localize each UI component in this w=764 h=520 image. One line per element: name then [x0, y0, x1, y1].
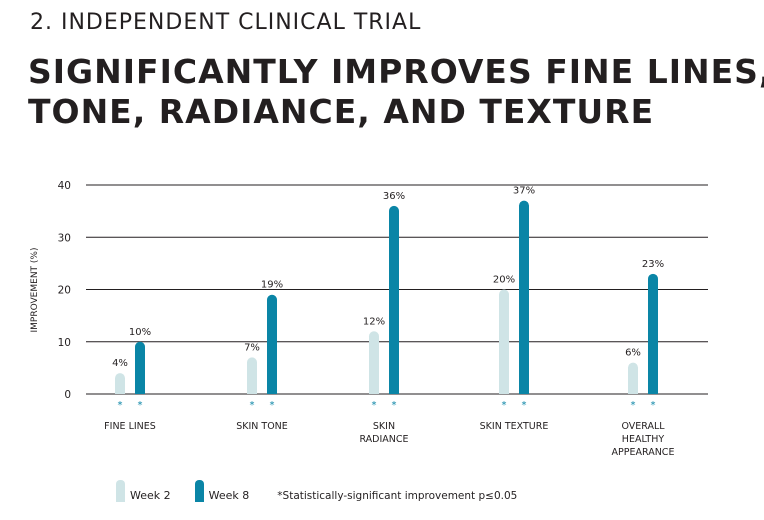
bar-week2-2: [369, 331, 379, 394]
y-tick-label-30: 30: [58, 232, 71, 244]
significance-asterisk-week2-4: *: [631, 400, 636, 411]
data-label-week2-0: 4%: [112, 358, 128, 369]
legend: Week 2 Week 8 *Statistically-significant…: [116, 478, 517, 502]
bar-week2-1: [247, 357, 257, 394]
y-axis-ticks: 0 10 20 30 40: [58, 180, 71, 401]
significance-asterisk-week8-2: *: [392, 400, 397, 411]
chart-subtitle: 2. INDEPENDENT CLINICAL TRIAL: [30, 10, 422, 35]
significance-asterisk-week8-1: *: [270, 400, 275, 411]
significance-asterisk-week2-0: *: [118, 400, 123, 411]
data-label-week2-3: 20%: [493, 275, 515, 286]
data-label-week2-1: 7%: [244, 342, 260, 353]
bars: [115, 200, 658, 394]
legend-swatch-week8: [194, 480, 204, 502]
chart-title-line-1: SIGNIFICANTLY IMPROVES FINE LINES,: [28, 52, 764, 91]
significance-asterisk-week8-0: *: [138, 400, 143, 411]
data-label-week8-3: 37%: [513, 186, 535, 197]
bar-week2-0: [115, 373, 125, 394]
data-label-week2-2: 12%: [363, 316, 385, 327]
significance-markers: * * * * * * * * * *: [118, 400, 656, 411]
y-axis-label: IMPROVEMENT (%): [30, 248, 40, 333]
y-tick-label-20: 20: [58, 285, 71, 297]
significance-footnote: *Statistically-significant improvement p…: [277, 490, 518, 502]
legend-label-week8: Week 8: [208, 489, 250, 502]
bar-week8-2: [389, 205, 399, 394]
category-label-4-line-2: APPEARANCE: [612, 447, 675, 458]
bar-week2-3: [499, 289, 509, 394]
legend-label-week2: Week 2: [130, 489, 171, 502]
significance-asterisk-week2-3: *: [502, 400, 507, 411]
category-label-1-line-0: SKIN TONE: [236, 421, 288, 432]
bar-week8-3: [519, 200, 529, 394]
bar-week8-4: [648, 273, 658, 394]
x-axis-category-labels: FINE LINES SKIN TONE SKIN RADIANCE SKIN TEXT…: [104, 421, 674, 458]
data-label-week8-1: 19%: [261, 280, 283, 291]
legend-item-week2: Week 2: [116, 480, 171, 502]
chart-title-line-2: TONE, RADIANCE, AND TEXTURE: [28, 92, 655, 131]
data-labels: 4% 10% 7% 19% 12% 36% 20% 37% 6% 23%: [112, 186, 664, 369]
data-label-week8-0: 10%: [129, 327, 151, 338]
y-tick-label-10: 10: [58, 337, 71, 349]
y-tick-label-0: 0: [64, 389, 71, 401]
data-label-week2-4: 6%: [625, 348, 641, 359]
legend-item-week8: Week 8: [194, 480, 250, 502]
category-label-3-line-0: SKIN TEXTURE: [480, 421, 549, 432]
bar-week2-4: [628, 362, 638, 394]
category-label-2-line-0: SKIN: [373, 421, 395, 432]
bar-week8-0: [135, 341, 145, 394]
bar-week8-1: [267, 294, 277, 394]
category-label-0-line-0: FINE LINES: [104, 421, 156, 432]
y-tick-label-40: 40: [58, 180, 71, 192]
significance-asterisk-week2-2: *: [372, 400, 377, 411]
significance-asterisk-week8-3: *: [522, 400, 527, 411]
data-label-week8-2: 36%: [383, 191, 405, 202]
category-label-4-line-0: OVERALL: [621, 421, 665, 432]
legend-swatch-week2: [116, 480, 125, 502]
significance-asterisk-week8-4: *: [651, 400, 656, 411]
significance-asterisk-week2-1: *: [250, 400, 255, 411]
data-label-week8-4: 23%: [642, 259, 664, 270]
category-label-4-line-1: HEALTHY: [622, 434, 665, 445]
category-label-2-line-1: RADIANCE: [359, 434, 408, 445]
